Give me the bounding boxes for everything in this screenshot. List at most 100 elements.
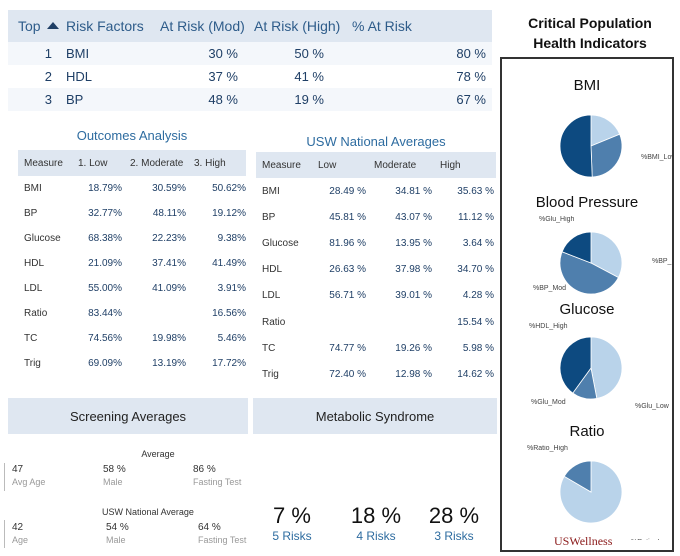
table-row: HDL 21.09% 37.41% 41.49% — [18, 251, 246, 276]
high-cell: 19 % — [294, 92, 324, 107]
high-cell: 16.56% — [212, 308, 246, 319]
rank-cell: 3 — [44, 92, 52, 107]
low-cell: 83.44% — [88, 308, 122, 319]
table-row: 3 BP 48 % 19 % 67 % — [8, 88, 492, 111]
outcomes-table-header: Measure 1. Low 2. Moderate 3. High — [18, 150, 246, 176]
col-low-header[interactable]: 1. Low — [78, 157, 108, 169]
factor-cell: BP — [66, 92, 84, 107]
measure-cell: BP — [24, 208, 38, 219]
pie-slice[interactable] — [559, 251, 619, 295]
usw-title: USW National Averages — [306, 134, 446, 149]
male-kpi: 58 % Male — [103, 464, 126, 487]
measure-cell: BMI — [24, 183, 42, 194]
high-cell: 9.38% — [217, 233, 246, 244]
low-cell: 18.79% — [88, 183, 122, 194]
low-cell: 81.96 % — [329, 237, 366, 249]
moderate-cell: 30.59% — [152, 183, 186, 194]
divider — [4, 520, 5, 548]
metabolic-item: 7 % 5 Risks — [258, 503, 326, 543]
pie-chart: %BP_Low %BP_Mod %Glu_High — [533, 216, 672, 295]
pie-slice-label: %Ratio_High — [527, 445, 568, 452]
moderate-cell: 22.23% — [152, 233, 186, 244]
pie-slice[interactable] — [563, 460, 592, 493]
indicators-title: Critical Population Health Indicators — [506, 13, 674, 53]
pie-slice[interactable] — [590, 336, 623, 399]
high-cell: 14.62 % — [457, 368, 494, 380]
low-cell: 28.49 % — [329, 185, 366, 197]
pie-slice-label: %BP_Mod — [533, 285, 566, 292]
moderate-cell: 39.01 % — [395, 290, 432, 302]
pie-slice[interactable] — [559, 114, 593, 178]
col-moderate-header[interactable]: 2. Moderate — [130, 157, 184, 169]
moderate-cell: 13.19% — [152, 358, 186, 369]
usw-table-header: Measure Low Moderate High — [256, 152, 496, 178]
divider — [4, 463, 5, 491]
mod-cell: 37 % — [208, 69, 238, 84]
measure-cell: Ratio — [262, 316, 286, 328]
avg-age-value: 47 — [12, 464, 24, 475]
table-row: LDL 55.00% 41.09% 3.91% — [18, 276, 246, 301]
usw-table: Measure Low Moderate High BMI 28.49 % 34.8… — [256, 152, 496, 388]
moderate-cell: 12.98 % — [395, 368, 432, 380]
table-row: Glucose 81.96 % 13.95 % 3.64 % — [256, 230, 496, 256]
fasting-kpi: 86 % Fasting Test — [193, 464, 241, 487]
measure-cell: HDL — [24, 258, 45, 269]
pie-title: Blood Pressure — [535, 194, 639, 211]
sort-ascending-icon[interactable] — [46, 22, 59, 29]
col-high-header[interactable]: High — [440, 159, 461, 171]
measure-cell: TC — [262, 342, 276, 354]
col-top-header[interactable]: Top — [8, 18, 62, 34]
metabolic-value: 18 % — [350, 503, 402, 528]
outcomes-table: Measure 1. Low 2. Moderate 3. High BMI 18… — [18, 150, 246, 376]
low-cell: 69.09% — [88, 358, 122, 369]
nat-age-label: Age — [12, 535, 29, 545]
high-cell: 35.63 % — [457, 185, 494, 197]
col-high-header[interactable]: At Risk (High) — [254, 18, 341, 34]
high-cell: 50 % — [294, 46, 324, 61]
table-row: TC 74.77 % 19.26 % 5.98 % — [256, 335, 496, 361]
metabolic-label: 4 Risks — [356, 529, 396, 543]
factor-cell: HDL — [66, 69, 93, 84]
pie-slice[interactable] — [590, 133, 623, 178]
col-low-header[interactable]: Low — [318, 159, 337, 171]
col-mod-header[interactable]: At Risk (Mod) — [160, 18, 245, 34]
top-risk-table-header: Top Risk Factors At Risk (Mod) At Risk (… — [8, 10, 492, 42]
low-cell: 45.81 % — [329, 211, 366, 223]
metabolic-value: 7 % — [273, 503, 311, 528]
col-moderate-header[interactable]: Moderate — [374, 159, 417, 171]
table-row: Trig 69.09% 13.19% 17.72% — [18, 351, 246, 376]
pie-slice[interactable] — [590, 231, 623, 279]
col-measure-header[interactable]: Measure — [24, 157, 63, 169]
col-risk-header[interactable]: Risk Factors — [66, 18, 144, 34]
moderate-cell: 48.11% — [152, 208, 186, 219]
low-cell: 72.40 % — [329, 368, 366, 380]
nat-male-label: Male — [106, 535, 126, 545]
pie-slice-label: %Glu_Low — [635, 403, 670, 410]
moderate-cell: 37.98 % — [395, 264, 432, 276]
pie-slice-label: %BP_Low — [652, 258, 672, 265]
high-cell: 11.12 % — [458, 211, 494, 223]
high-cell: 19.12% — [212, 208, 246, 219]
high-cell: 3.64 % — [462, 237, 494, 249]
high-cell: 41.49% — [212, 258, 246, 269]
table-row: TC 74.56% 19.98% 5.46% — [18, 326, 246, 351]
measure-cell: Glucose — [24, 233, 61, 244]
nat-male-value: 54 % — [106, 522, 129, 533]
pct-cell: 67 % — [456, 92, 486, 107]
table-row: BMI 18.79% 30.59% 50.62% — [18, 176, 246, 201]
screening-header: Screening Averages — [8, 398, 248, 434]
col-high-header[interactable]: 3. High — [194, 157, 226, 169]
col-measure-header[interactable]: Measure — [262, 159, 301, 171]
table-row: LDL 56.71 % 39.01 % 4.28 % — [256, 283, 496, 309]
low-cell: 56.71 % — [329, 290, 366, 302]
col-pct-header[interactable]: % At Risk — [352, 18, 412, 34]
top-risk-table: Top Risk Factors At Risk (Mod) At Risk (… — [8, 10, 492, 111]
avg-age-kpi: 47 Avg Age — [12, 464, 45, 487]
low-cell: 21.09% — [88, 258, 122, 269]
pie-slice[interactable] — [559, 336, 592, 394]
pie-title: Ratio — [569, 423, 605, 440]
nat-age-kpi: 42 Age — [12, 522, 28, 545]
table-row: Ratio 83.44% 16.56% — [18, 301, 246, 326]
high-cell: 41 % — [294, 69, 324, 84]
pie-slice[interactable] — [561, 231, 592, 264]
